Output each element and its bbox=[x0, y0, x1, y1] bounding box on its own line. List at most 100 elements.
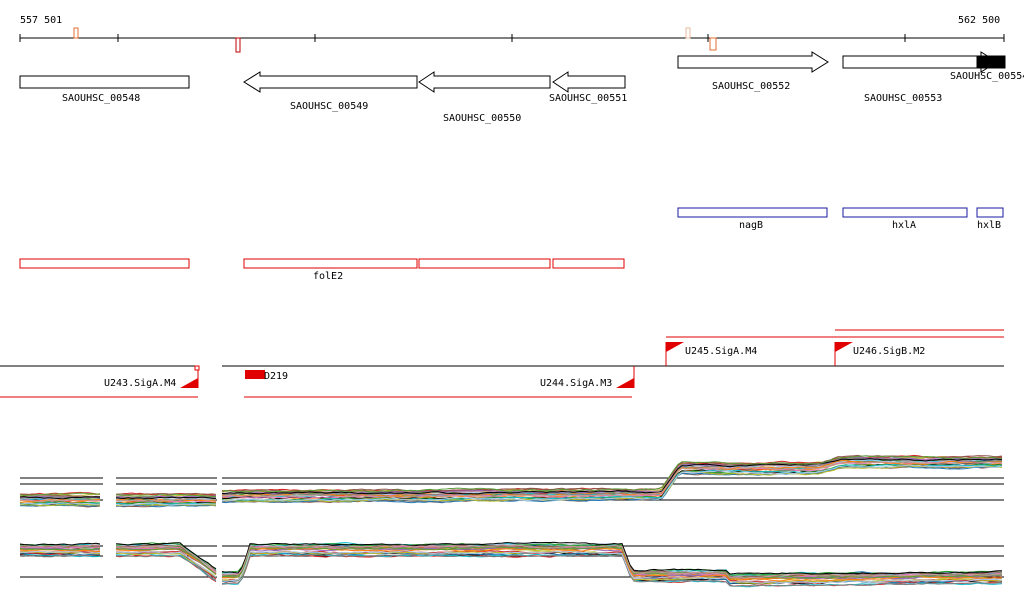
expression-curve bbox=[221, 551, 1003, 585]
gene-name-box bbox=[677, 207, 828, 218]
expression-curve bbox=[19, 499, 101, 503]
ruler-marker bbox=[235, 37, 241, 53]
expression-curve bbox=[221, 464, 1003, 502]
gene-label: SAOUHSC_00549 bbox=[290, 101, 368, 112]
downregulated-label: D219 bbox=[264, 371, 288, 382]
expression-track-2 bbox=[19, 541, 1004, 588]
promoter-feature[interactable]: U245.SigA.M4 bbox=[665, 342, 757, 366]
expression-curve bbox=[221, 455, 1003, 493]
expression-curves bbox=[19, 454, 1003, 508]
expression-curve bbox=[19, 546, 101, 550]
expression-curve bbox=[19, 549, 101, 553]
expression-curve bbox=[115, 492, 217, 495]
expression-curve bbox=[115, 496, 217, 500]
gene-name-label: nagB bbox=[739, 220, 763, 231]
gene-name-box bbox=[976, 207, 1004, 218]
expression-curve bbox=[20, 503, 101, 507]
operon-box[interactable] bbox=[552, 258, 625, 269]
gene-box-filled bbox=[976, 55, 1006, 69]
downregulated-box bbox=[245, 370, 265, 379]
expression-curve bbox=[115, 502, 216, 506]
gene-arrow-left bbox=[552, 71, 626, 93]
ruler-markers bbox=[73, 27, 717, 53]
expression-curve bbox=[19, 551, 101, 555]
gene-label: SAOUHSC_00552 bbox=[712, 81, 790, 92]
ruler-marker bbox=[685, 27, 691, 39]
promoter-label: U243.SigA.M4 bbox=[104, 378, 176, 389]
promoter-flag-icon bbox=[666, 342, 684, 352]
operon-box[interactable] bbox=[19, 258, 190, 269]
expression-curve bbox=[115, 548, 217, 575]
ruler-ticks bbox=[19, 34, 1005, 42]
expression-track-1 bbox=[19, 454, 1004, 508]
gene-label: SAOUHSC_00553 bbox=[864, 93, 942, 104]
expression-curve bbox=[221, 541, 1003, 575]
gene-label: SAOUHSC_00548 bbox=[62, 93, 140, 104]
promoter-flag-icon bbox=[180, 378, 198, 388]
expression-curve bbox=[19, 501, 100, 505]
expression-curve bbox=[221, 553, 1003, 587]
operon-box[interactable] bbox=[418, 258, 551, 269]
promoter-feature[interactable]: U243.SigA.M4 bbox=[104, 365, 200, 389]
gene-feature[interactable]: SAOUHSC_00549 bbox=[243, 71, 418, 112]
gene-arrow-right bbox=[677, 51, 829, 73]
gene-feature[interactable]: SAOUHSC_00554 bbox=[950, 55, 1024, 82]
expression-curve bbox=[221, 461, 1002, 499]
promoter-flag-icon bbox=[616, 378, 634, 388]
promoter-label: U246.SigB.M2 bbox=[853, 346, 925, 357]
operon-box[interactable] bbox=[243, 258, 418, 269]
expression-curve bbox=[115, 498, 217, 502]
operon-track: folE2 bbox=[19, 258, 625, 282]
ruler-marker bbox=[73, 27, 79, 39]
gene-name-feature[interactable]: nagB bbox=[677, 207, 828, 231]
gene-name-track: nagB hxlA hxlB bbox=[677, 207, 1004, 231]
expression-curve bbox=[19, 548, 100, 551]
ruler-end-label: 562 500 bbox=[958, 15, 1000, 26]
promoter-flag-icon bbox=[835, 342, 853, 352]
expression-curve bbox=[115, 555, 217, 581]
expression-curve bbox=[221, 546, 1003, 579]
gene-feature[interactable]: SAOUHSC_00548 bbox=[19, 75, 190, 104]
expression-curve bbox=[115, 542, 217, 570]
expression-curve bbox=[19, 542, 101, 546]
gene-name-label: hxlB bbox=[977, 220, 1001, 231]
gene-name-label: hxlA bbox=[892, 220, 916, 231]
promoter-label: U245.SigA.M4 bbox=[685, 346, 757, 357]
operon-label: folE2 bbox=[313, 271, 343, 282]
ruler-start-label: 557 501 bbox=[20, 15, 62, 26]
gene-arrow-right bbox=[842, 51, 998, 73]
gene-feature[interactable]: SAOUHSC_00550 bbox=[418, 71, 551, 124]
gene-name-feature[interactable]: hxlA bbox=[842, 207, 968, 231]
promoter-label: U244.SigA.M3 bbox=[540, 378, 612, 389]
gene-label: SAOUHSC_00554 bbox=[950, 71, 1024, 82]
promoter-track: U243.SigA.M4 U244.SigA.M3 U245.SigA.M4 U… bbox=[0, 329, 1004, 398]
expression-curve bbox=[19, 496, 101, 500]
downregulated-feature[interactable]: D219 bbox=[245, 370, 288, 382]
expression-curve bbox=[221, 550, 1003, 584]
gene-name-box bbox=[842, 207, 968, 218]
gene-box bbox=[19, 75, 190, 89]
expression-curves bbox=[19, 541, 1003, 588]
promoter-feature[interactable]: U246.SigB.M2 bbox=[834, 342, 925, 366]
gene-track: SAOUHSC_00548 SAOUHSC_00549 SAOUHSC_0055… bbox=[19, 51, 1024, 124]
promoter-feature[interactable]: U244.SigA.M3 bbox=[540, 366, 635, 389]
expression-curve bbox=[19, 492, 101, 497]
coordinate-ruler: 557 501 562 500 bbox=[19, 15, 1005, 53]
expression-curve bbox=[221, 463, 1003, 501]
expression-curve bbox=[221, 553, 1003, 588]
expression-curve bbox=[115, 544, 217, 572]
gene-label: SAOUHSC_00550 bbox=[443, 113, 521, 124]
expression-curve bbox=[19, 550, 101, 554]
gene-feature[interactable]: SAOUHSC_00552 bbox=[677, 51, 829, 92]
expression-curve bbox=[221, 458, 1003, 495]
expression-curve bbox=[115, 551, 217, 578]
gene-arrow-left bbox=[243, 71, 418, 93]
gene-arrow-left bbox=[418, 71, 551, 93]
expression-curve bbox=[19, 544, 101, 548]
expression-curve bbox=[20, 554, 101, 558]
gene-name-feature[interactable]: hxlB bbox=[976, 207, 1004, 231]
expression-curve bbox=[115, 493, 217, 498]
gene-feature[interactable]: SAOUHSC_00551 bbox=[549, 71, 627, 104]
expression-curve bbox=[221, 544, 1003, 579]
